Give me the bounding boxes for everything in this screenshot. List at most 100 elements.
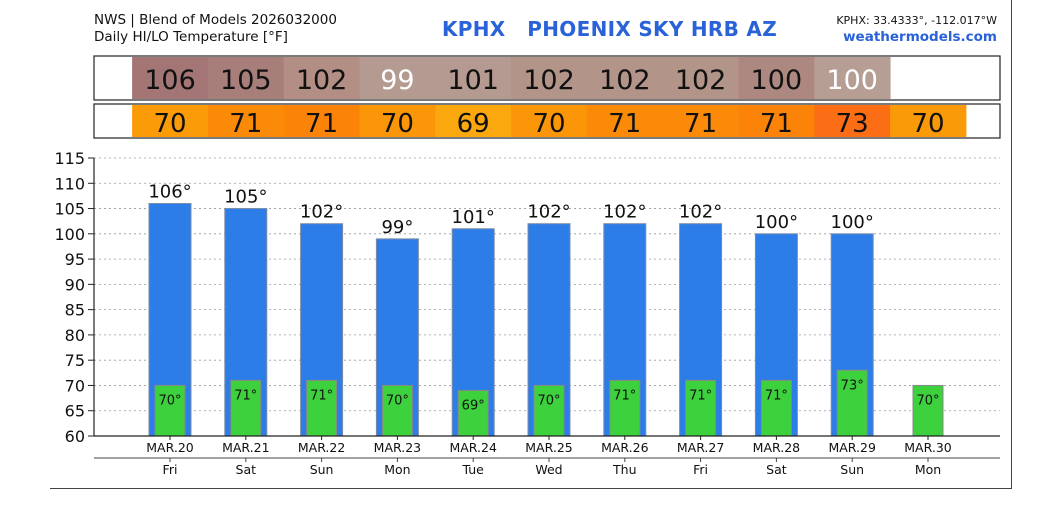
high-strip-value: 101	[447, 65, 499, 96]
weekday-label: Wed	[535, 462, 562, 477]
y-tick-label: 115	[54, 149, 85, 168]
model-run-title: NWS | Blend of Models 2026032000	[94, 12, 337, 28]
low-bar	[306, 379, 338, 437]
low-bar-label: 70°	[916, 393, 939, 408]
low-bar-label: 70°	[386, 393, 409, 408]
low-strip-cell	[738, 105, 815, 137]
low-strip-cell	[435, 105, 512, 137]
y-tick-label: 80	[65, 326, 85, 345]
low-strip-value: 69	[457, 109, 490, 139]
y-tick-label: 85	[65, 301, 85, 320]
high-strip-value: 100	[826, 65, 878, 96]
high-bar-label: 100°	[755, 212, 798, 233]
y-tick-label: 105	[54, 200, 85, 219]
low-bar-label: 70°	[537, 393, 560, 408]
high-bar-label: 102°	[300, 202, 343, 223]
low-bar	[154, 384, 186, 437]
high-strip-cell	[814, 57, 891, 99]
low-bar-label: 73°	[841, 378, 864, 393]
high-strip-value: 102	[599, 65, 651, 96]
y-tick-label: 95	[65, 250, 85, 269]
date-label: MAR.30	[904, 440, 952, 455]
header-location: KPHX: 33.4333°, -112.017°W weathermodels…	[836, 12, 997, 46]
low-bar-label: 71°	[310, 388, 333, 403]
date-label: MAR.22	[298, 440, 345, 455]
weekday-label: Mon	[915, 462, 941, 477]
date-label: MAR.21	[222, 440, 269, 455]
y-tick-label: 70	[65, 376, 85, 395]
low-strip-value: 70	[532, 109, 565, 139]
high-bar-label: 99°	[381, 217, 413, 238]
high-strip-cell	[283, 57, 360, 99]
weekday-label: Sun	[310, 462, 334, 477]
high-strip-value: 102	[523, 65, 575, 96]
site-link[interactable]: weathermodels.com	[843, 29, 997, 45]
station-title: KPHX PHOENIX SKY HRB AZ	[442, 17, 777, 41]
high-strip-value: 99	[380, 65, 414, 96]
high-strip-value: 102	[296, 65, 348, 96]
low-bar-label: 70°	[158, 393, 181, 408]
low-bar-label: 71°	[613, 388, 636, 403]
low-strip-cell	[511, 105, 588, 137]
weekday-label: Mon	[384, 462, 410, 477]
low-bar-label: 71°	[689, 388, 712, 403]
date-label: MAR.26	[601, 440, 649, 455]
chart-frame	[50, 0, 1012, 489]
low-strip-value: 71	[760, 109, 793, 139]
high-strip-cell	[511, 57, 588, 99]
high-strip-cell	[359, 57, 436, 99]
low-strip-value: 70	[911, 109, 944, 139]
high-strip-cell	[207, 57, 285, 99]
high-strip-cell	[662, 57, 739, 99]
low-bar	[836, 369, 868, 437]
high-strip-value: 106	[144, 65, 196, 96]
weekday-label: Fri	[693, 462, 708, 477]
high-bar-label: 101°	[452, 207, 495, 228]
low-strip-value: 71	[229, 109, 262, 139]
date-label: MAR.28	[753, 440, 801, 455]
weekday-label: Sat	[236, 462, 257, 477]
low-strip-value: 71	[305, 109, 338, 139]
low-strip-cell	[359, 105, 436, 137]
station-coords: KPHX: 33.4333°, -112.017°W	[836, 14, 997, 27]
high-bar-label: 102°	[527, 202, 570, 223]
high-bar-label: 102°	[603, 202, 646, 223]
weekday-label: Tue	[462, 462, 485, 477]
low-strip-cell	[814, 105, 891, 137]
high-bar-label: 105°	[224, 187, 267, 208]
variable-title: Daily HI/LO Temperature [°F]	[94, 29, 288, 45]
weekday-label: Fri	[163, 462, 178, 477]
low-strip-cell	[662, 105, 739, 137]
low-bar	[609, 379, 641, 437]
y-tick-label: 75	[65, 351, 85, 370]
low-bar-label: 71°	[765, 388, 788, 403]
low-strip-cell	[132, 105, 209, 137]
date-label: MAR.20	[146, 440, 194, 455]
date-label: MAR.29	[828, 440, 876, 455]
high-bar-label: 100°	[831, 212, 874, 233]
high-strip-value: 100	[751, 65, 803, 96]
high-strip-value: 105	[220, 65, 272, 96]
weekday-label: Sun	[840, 462, 864, 477]
y-tick-label: 110	[54, 174, 85, 193]
low-bar	[912, 384, 944, 437]
weekday-label: Thu	[612, 462, 636, 477]
low-strip-cell	[890, 105, 967, 137]
y-tick-label: 65	[65, 402, 85, 421]
low-bar-label: 71°	[234, 388, 257, 403]
low-strip-cell	[207, 105, 285, 137]
low-strip-value: 70	[153, 109, 186, 139]
date-label: MAR.24	[449, 440, 497, 455]
high-bar-label: 102°	[679, 202, 722, 223]
high-strip-value: 102	[675, 65, 727, 96]
date-label: MAR.27	[677, 440, 724, 455]
low-strip-cell	[283, 105, 360, 137]
y-tick-label: 90	[65, 275, 85, 294]
high-strip-cell	[435, 57, 512, 99]
low-bar	[230, 379, 262, 437]
low-strip-value: 71	[608, 109, 641, 139]
low-strip-value: 71	[684, 109, 717, 139]
low-bar	[760, 379, 792, 437]
weekday-label: Sat	[766, 462, 787, 477]
